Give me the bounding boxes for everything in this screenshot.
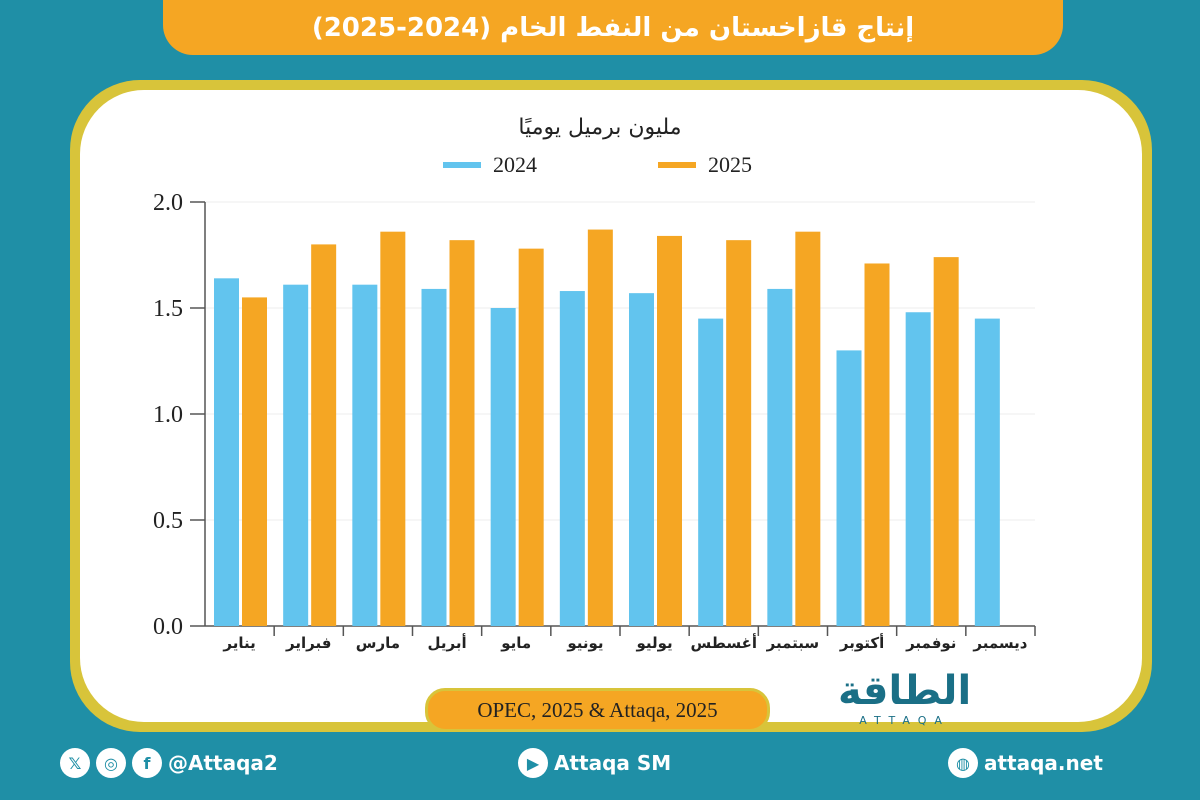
bar-2024 bbox=[214, 278, 239, 626]
attaqa-logo: الطاقة ATTAQA bbox=[838, 668, 971, 727]
bar-2024 bbox=[836, 350, 862, 626]
legend-label-2025: 2025 bbox=[708, 152, 752, 177]
social-links: 𝕏 ◎ f @Attaqa2 bbox=[60, 748, 278, 778]
bar-2025 bbox=[380, 231, 406, 626]
bar-2025 bbox=[933, 257, 959, 626]
website-link: ◍ attaqa.net bbox=[948, 748, 1103, 778]
x-tick-label: أغسطس bbox=[691, 633, 757, 652]
bar-2024 bbox=[490, 308, 516, 626]
x-tick-label: أبريل bbox=[428, 633, 467, 652]
bar-2025 bbox=[657, 235, 682, 627]
legend-swatch-2024 bbox=[443, 162, 481, 168]
bar-2024 bbox=[974, 318, 1000, 626]
x-icon[interactable]: 𝕏 bbox=[60, 748, 90, 778]
x-tick-label: سبتمبر bbox=[766, 634, 820, 652]
bar-2024 bbox=[283, 284, 309, 626]
y-axis-unit: مليون برميل يوميًا bbox=[518, 115, 682, 140]
x-tick-label: يونيو bbox=[566, 634, 603, 652]
website-url[interactable]: attaqa.net bbox=[984, 751, 1103, 775]
logo-sub: ATTAQA bbox=[859, 714, 950, 727]
y-tick-label: 1.5 bbox=[153, 296, 183, 322]
y-tick-label: 1.0 bbox=[153, 402, 183, 428]
x-tick-label: يوليو bbox=[635, 634, 672, 652]
legend-2025: 2025 bbox=[658, 152, 752, 178]
bar-2025 bbox=[242, 297, 267, 626]
bar-2024 bbox=[352, 284, 378, 626]
bar-2025 bbox=[587, 229, 613, 626]
bar-2024 bbox=[905, 312, 931, 626]
source-label: OPEC, 2025 & Attaqa, 2025 bbox=[425, 688, 770, 732]
instagram-icon[interactable]: ◎ bbox=[96, 748, 126, 778]
y-tick-label: 2.0 bbox=[153, 190, 183, 216]
x-tick-label: ديسمبر bbox=[972, 634, 1027, 652]
bar-2024 bbox=[767, 288, 793, 626]
x-tick-label: مارس bbox=[356, 634, 400, 652]
bar-2025 bbox=[726, 240, 752, 626]
legend-label-2024: 2024 bbox=[493, 152, 537, 177]
bar-2024 bbox=[629, 293, 654, 626]
legend-2024: 2024 bbox=[443, 152, 537, 178]
bar-2025 bbox=[311, 244, 337, 626]
bar-2025 bbox=[795, 231, 821, 626]
x-tick-label: فبراير bbox=[285, 634, 331, 652]
bar-2025 bbox=[518, 248, 544, 626]
social-handle[interactable]: @Attaqa2 bbox=[168, 751, 278, 775]
bar-2025 bbox=[449, 240, 475, 626]
x-tick-label: نوفمبر bbox=[905, 634, 956, 652]
bar-2024 bbox=[421, 288, 447, 626]
bar-2024 bbox=[559, 291, 585, 626]
facebook-icon[interactable]: f bbox=[132, 748, 162, 778]
logo-text: الطاقة bbox=[838, 668, 972, 714]
y-tick-label: 0.5 bbox=[153, 508, 183, 534]
youtube-icon[interactable]: ▶ bbox=[518, 748, 548, 778]
chart-title: إنتاج قازاخستان من النفط الخام (2024-202… bbox=[163, 0, 1063, 55]
globe-icon[interactable]: ◍ bbox=[948, 748, 978, 778]
y-tick-label: 0.0 bbox=[153, 614, 183, 640]
youtube-channel[interactable]: Attaqa SM bbox=[554, 751, 672, 775]
bar-2025 bbox=[864, 263, 890, 626]
bar-2024 bbox=[698, 318, 724, 626]
youtube-link: ▶ Attaqa SM bbox=[518, 748, 671, 778]
legend-swatch-2025 bbox=[658, 162, 696, 168]
x-tick-label: أكتوبر bbox=[839, 633, 884, 652]
x-tick-label: مايو bbox=[500, 634, 531, 652]
x-tick-label: يناير bbox=[222, 634, 255, 652]
